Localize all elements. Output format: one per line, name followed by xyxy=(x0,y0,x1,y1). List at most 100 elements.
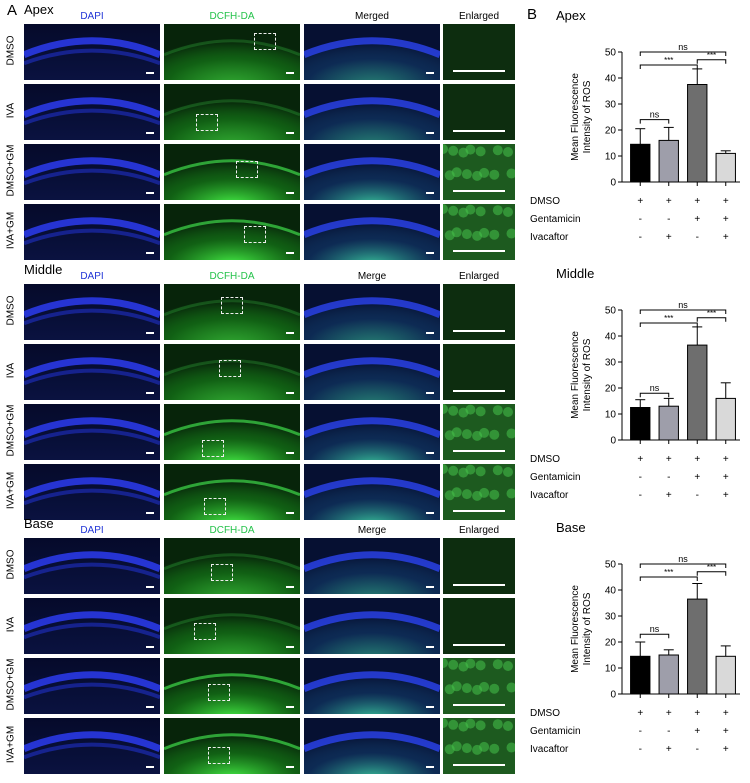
treatment-mark: + xyxy=(637,708,643,719)
significance-bracket xyxy=(639,119,670,124)
treatment-mark: - xyxy=(639,744,642,755)
column-header: DCFH-DA xyxy=(209,271,255,282)
bar xyxy=(630,655,651,695)
significance-bracket xyxy=(639,633,670,639)
dcfh-micrograph xyxy=(164,84,300,140)
treatment-mark: + xyxy=(723,214,729,225)
row-label: IVA xyxy=(5,102,17,119)
bar xyxy=(658,139,679,183)
y-tick-label: 50 xyxy=(605,560,617,571)
treatment-mark: + xyxy=(723,454,729,465)
zoom-region-box xyxy=(202,440,224,457)
scale-bar xyxy=(146,452,154,454)
significance-bracket xyxy=(639,576,698,581)
scale-bar xyxy=(426,452,434,454)
treatment-mark: + xyxy=(723,744,729,755)
scale-bar xyxy=(146,586,154,588)
merge-micrograph xyxy=(304,404,440,460)
zoom-micrograph xyxy=(443,204,515,260)
bar-chart: Base Mean FluorescenceIntensity of ROS 0 10… xyxy=(530,518,748,781)
zoom-region-box xyxy=(236,161,258,178)
significance-bracket xyxy=(696,59,727,64)
scale-bar xyxy=(426,512,434,514)
scale-bar xyxy=(146,392,154,394)
bar xyxy=(715,397,736,441)
treatment-mark: - xyxy=(696,232,699,243)
scale-bar xyxy=(146,332,154,334)
dcfh-micrograph xyxy=(164,598,300,654)
treatment-mark: - xyxy=(639,214,642,225)
scale-bar xyxy=(146,192,154,194)
dapi-micrograph xyxy=(24,718,160,774)
scale-bar xyxy=(453,450,505,452)
significance-bracket xyxy=(639,309,727,314)
scale-bar xyxy=(453,764,505,766)
y-tick-label: 10 xyxy=(605,152,617,163)
scale-bar xyxy=(453,510,505,512)
treatment-mark: + xyxy=(666,708,672,719)
scale-bar xyxy=(453,330,505,332)
column-header: Enlarged xyxy=(458,525,500,536)
significance-label: *** xyxy=(707,563,716,572)
treatment-mark: - xyxy=(667,472,670,483)
significance-bracket xyxy=(639,51,727,56)
column-header: Merged xyxy=(355,11,389,22)
treatment-mark: - xyxy=(667,214,670,225)
treatment-mark: + xyxy=(694,726,700,737)
scale-bar xyxy=(453,250,505,252)
bar xyxy=(687,344,708,441)
y-tick-label: 10 xyxy=(605,664,617,675)
scale-bar xyxy=(286,392,294,394)
bar xyxy=(687,84,708,183)
scale-bar xyxy=(286,132,294,134)
row-label: DMSO+GM xyxy=(5,658,17,711)
treatment-mark: + xyxy=(723,232,729,243)
dcfh-micrograph xyxy=(164,464,300,520)
treatment-mark: + xyxy=(666,744,672,755)
significance-label: ns xyxy=(678,300,688,310)
dapi-micrograph xyxy=(24,84,160,140)
merge-micrograph xyxy=(304,204,440,260)
column-header: Enlarged xyxy=(458,271,500,282)
column-header: Merge xyxy=(357,525,387,536)
column-header: DAPI xyxy=(80,11,104,22)
y-tick-label: 30 xyxy=(605,358,617,369)
significance-label: *** xyxy=(664,56,673,65)
y-tick-label: 10 xyxy=(605,410,617,421)
treatment-mark: + xyxy=(666,454,672,465)
scale-bar xyxy=(426,72,434,74)
zoom-region-box xyxy=(211,564,233,581)
merge-micrograph xyxy=(304,658,440,714)
scale-bar xyxy=(453,644,505,646)
zoom-region-box xyxy=(208,747,230,764)
scale-bar xyxy=(286,586,294,588)
y-tick-label: 30 xyxy=(605,100,617,111)
panel-label-b: B xyxy=(527,6,538,23)
treatment-mark: + xyxy=(694,196,700,207)
significance-label: *** xyxy=(707,51,716,60)
y-tick-label: 20 xyxy=(605,638,617,649)
treatment-mark: - xyxy=(639,472,642,483)
micrograph-section-title: Apex xyxy=(24,2,54,17)
panel-label-a: A xyxy=(7,2,18,19)
bar xyxy=(630,143,651,183)
chart-title: Apex xyxy=(556,8,586,23)
scale-bar xyxy=(453,390,505,392)
treatment-mark: + xyxy=(723,196,729,207)
y-axis-label: Mean FluorescenceIntensity of ROS xyxy=(570,585,593,673)
scale-bar xyxy=(146,646,154,648)
treatment-label: Gentamicin xyxy=(530,726,581,737)
significance-bracket xyxy=(696,571,727,576)
scale-bar xyxy=(286,706,294,708)
treatment-mark: + xyxy=(694,708,700,719)
treatment-mark: + xyxy=(637,454,643,465)
treatment-label: DMSO xyxy=(530,196,560,207)
significance-label: *** xyxy=(664,314,673,323)
row-label: DMSO xyxy=(5,549,17,580)
treatment-mark: + xyxy=(666,490,672,501)
column-header: DAPI xyxy=(80,271,104,282)
scale-bar xyxy=(426,706,434,708)
scale-bar xyxy=(146,252,154,254)
significance-bracket xyxy=(696,317,727,322)
treatment-mark: + xyxy=(694,472,700,483)
